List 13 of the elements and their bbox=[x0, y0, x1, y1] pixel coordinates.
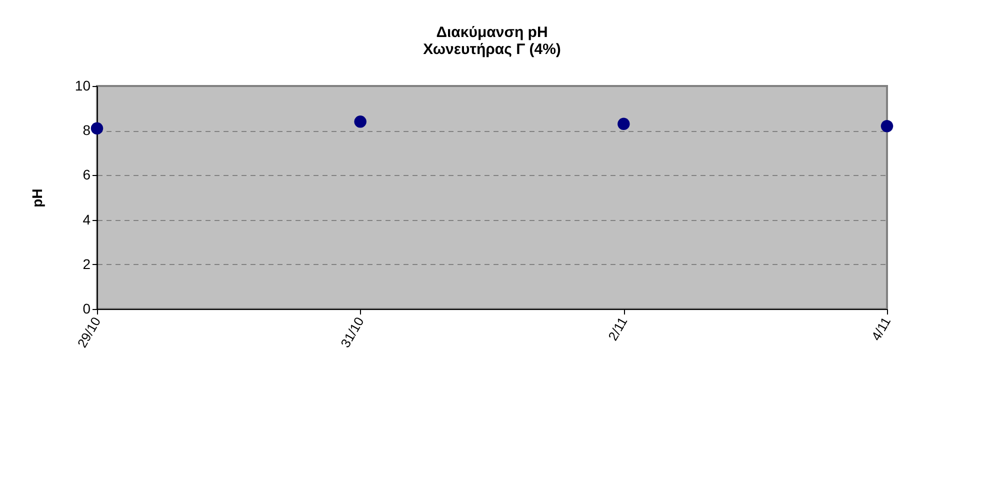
y-tick-label: 4 bbox=[82, 211, 91, 228]
y-axis-title: pH bbox=[28, 188, 45, 208]
point bbox=[354, 116, 366, 128]
y-tick-label: 6 bbox=[82, 166, 91, 183]
y-tick-label: 8 bbox=[82, 122, 91, 138]
y-tick-label: 10 bbox=[74, 78, 91, 94]
point bbox=[880, 120, 894, 132]
chart-title: Διακύμανση pH Χωνευτήρας Γ (4%) bbox=[423, 24, 561, 58]
y-tick-label: 0 bbox=[82, 300, 91, 316]
point bbox=[618, 118, 630, 130]
x-tick-label: 4/11 bbox=[868, 314, 894, 344]
point bbox=[90, 122, 104, 134]
y-tick-label: 2 bbox=[82, 256, 91, 272]
